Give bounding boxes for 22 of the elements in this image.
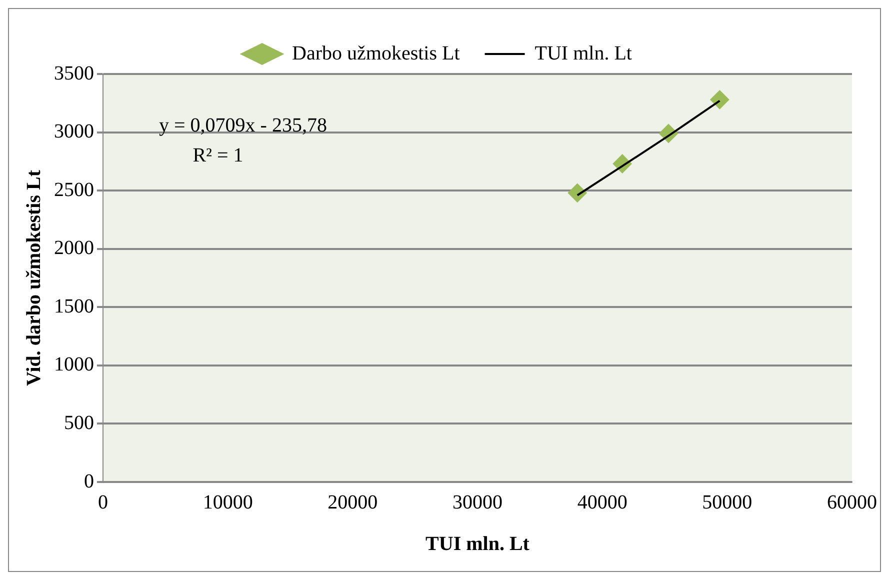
point — [710, 90, 730, 110]
x-tick-label: 60000 — [827, 491, 877, 514]
y-tick-label: 2000 — [54, 237, 94, 260]
y-axis-title: Vid. darbo užmokestis Lt — [23, 170, 46, 386]
x-tick-label: 0 — [98, 491, 108, 514]
x-tick-label: 50000 — [702, 491, 752, 514]
x-tick-label: 30000 — [452, 491, 502, 514]
x-tick-label: 10000 — [202, 491, 253, 514]
y-tick-label: 3000 — [54, 120, 94, 143]
y-tick-label: 0 — [84, 470, 94, 492]
x-tick-label: 40000 — [577, 491, 628, 514]
legend-label: Darbo užmokestis Lt — [292, 42, 460, 64]
y-tick-label: 1500 — [54, 295, 94, 318]
y-tick-label: 1000 — [54, 354, 94, 376]
legend-label: TUI mln. Lt — [534, 42, 632, 64]
annotation: R² = 1 — [192, 144, 244, 166]
y-tick-label: 500 — [64, 412, 94, 434]
y-tick-label: 3500 — [54, 62, 94, 84]
annotation: y = 0,0709x - 235,78 — [159, 114, 327, 136]
x-axis-title: TUI mln. Lt — [426, 533, 530, 556]
y-tick-label: 2500 — [54, 178, 94, 201]
x-tick-label: 20000 — [328, 491, 378, 514]
